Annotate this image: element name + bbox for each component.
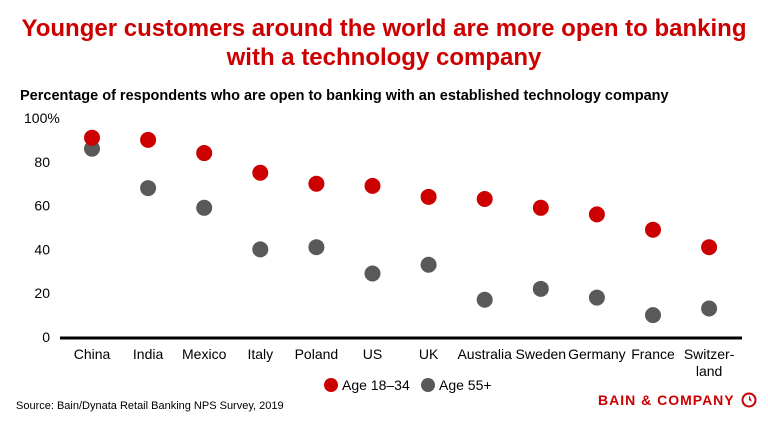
data-point bbox=[308, 239, 325, 256]
chart: 0 20 40 60 80 100% China India Mexico Italy Poland… bbox=[24, 110, 742, 393]
data-point bbox=[252, 241, 269, 258]
data-point bbox=[420, 256, 437, 273]
data-point bbox=[588, 206, 605, 223]
legend-label: Age 18–34 bbox=[342, 377, 410, 393]
y-tick-label: 100% bbox=[24, 110, 60, 126]
legend-marker bbox=[324, 378, 338, 392]
data-point bbox=[140, 131, 157, 148]
legend-marker bbox=[421, 378, 435, 392]
x-tick-label: Poland bbox=[295, 346, 339, 362]
data-point bbox=[476, 291, 493, 308]
data-point bbox=[364, 177, 381, 194]
data-point bbox=[308, 175, 325, 192]
x-tick-label: land bbox=[696, 363, 722, 379]
data-point bbox=[420, 188, 437, 205]
x-tick-label: China bbox=[74, 346, 111, 362]
x-tick-label: France bbox=[631, 346, 675, 362]
x-tick-label: Australia bbox=[457, 346, 512, 362]
data-point bbox=[196, 145, 213, 162]
x-tick-label: Sweden bbox=[516, 346, 567, 362]
x-tick-label: US bbox=[363, 346, 382, 362]
data-point bbox=[701, 239, 718, 256]
y-tick-label: 0 bbox=[42, 329, 50, 345]
data-point bbox=[645, 307, 661, 324]
data-point bbox=[196, 199, 213, 216]
data-point bbox=[140, 180, 157, 197]
y-tick-label: 20 bbox=[34, 285, 50, 301]
data-point bbox=[532, 199, 549, 216]
x-tick-label: UK bbox=[419, 346, 439, 362]
y-tick-label: 40 bbox=[34, 241, 50, 257]
y-tick-label: 80 bbox=[34, 154, 50, 170]
y-tick-label: 60 bbox=[34, 198, 50, 214]
data-point bbox=[252, 164, 269, 181]
legend-label: Age 55+ bbox=[439, 377, 492, 393]
data-point bbox=[588, 289, 605, 306]
source-note: Source: Bain/Dynata Retail Banking NPS S… bbox=[16, 400, 284, 412]
data-point bbox=[701, 300, 718, 317]
x-tick-label: Germany bbox=[568, 346, 626, 362]
company-logo: BAIN & COMPANY bbox=[598, 392, 757, 408]
chart-title: Younger customers around the world are m… bbox=[21, 15, 747, 71]
bain-logo-icon bbox=[741, 392, 757, 408]
x-tick-label: India bbox=[133, 346, 164, 362]
data-point bbox=[532, 280, 549, 297]
data-point bbox=[645, 221, 661, 238]
data-point bbox=[84, 140, 100, 157]
data-point bbox=[476, 191, 493, 208]
data-point bbox=[84, 129, 100, 146]
x-tick-label: Mexico bbox=[182, 346, 227, 362]
data-point bbox=[364, 265, 381, 282]
logo-text: BAIN & COMPANY bbox=[598, 392, 735, 408]
x-tick-label: Switzer- bbox=[684, 346, 735, 362]
chart-subtitle: Percentage of respondents who are open t… bbox=[20, 88, 669, 104]
x-tick-label: Italy bbox=[247, 346, 273, 362]
